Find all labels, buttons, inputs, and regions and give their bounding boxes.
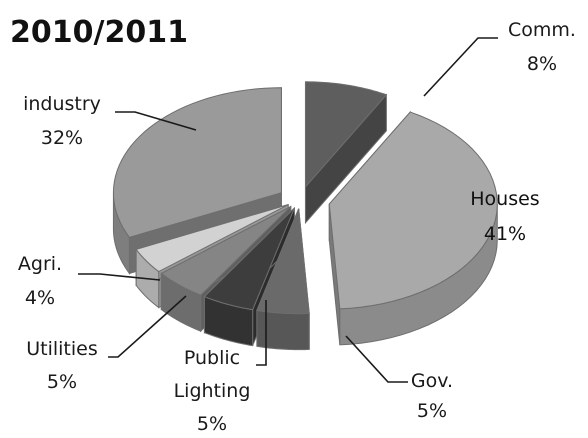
pie-label-6: industry 32% [23, 93, 197, 149]
slice-value-5: 4% [25, 287, 55, 309]
pie-slice-1 [328, 110, 498, 346]
pie-label-2: Gov. 5% [345, 335, 453, 422]
pie-label-0: Comm. 8% [423, 19, 576, 97]
pie-label-5: Agri. 4% [18, 253, 161, 309]
leader-line-6 [115, 111, 197, 131]
slice-name-0: Comm. [508, 19, 576, 41]
slice-value-1: 41% [484, 223, 526, 245]
chart-title: 2010/2011 [10, 15, 188, 50]
pie-labels: Comm.8%Houses41%Gov.5%PublicLighting5%Ut… [18, 19, 576, 435]
pie-slice-top-5 [135, 204, 289, 273]
pie-slice-top-4 [160, 206, 292, 296]
pie-slice-3 [203, 206, 295, 347]
pie-slice-top-2 [256, 208, 310, 315]
slice-name-6: industry [23, 93, 101, 115]
slice-name-3-1: Lighting [174, 380, 251, 402]
pie-slice-2 [256, 208, 310, 351]
slice-name-2: Gov. [411, 370, 453, 392]
pie-slices [112, 81, 498, 351]
slice-value-2: 5% [417, 400, 447, 422]
slice-value-4: 5% [47, 371, 77, 393]
leader-line-4 [108, 295, 187, 358]
slice-name-4: Utilities [26, 338, 98, 360]
pie-slice-top-0 [304, 81, 388, 189]
pie-label-1: Houses 41% [470, 188, 539, 245]
pie-slice-0 [304, 81, 388, 225]
leader-line-5 [78, 273, 161, 281]
pie-slice-rim-2-0 [256, 309, 310, 351]
leader-line-3 [256, 300, 267, 366]
pie-label-3: Public Lighting 5% [174, 300, 267, 435]
slice-name-5: Agri. [18, 253, 62, 275]
slice-value-6: 32% [41, 127, 83, 149]
leader-line-0 [423, 37, 498, 97]
slice-value-3: 5% [197, 413, 227, 435]
pie-slice-top-6 [112, 87, 282, 238]
pie-slice-top-1 [328, 111, 498, 310]
leader-line-2 [345, 335, 408, 383]
pie-slice-top-3 [203, 207, 295, 311]
slice-value-0: 8% [527, 53, 557, 75]
pie-label-4: Utilities 5% [26, 295, 187, 393]
slice-name-3-0: Public [184, 347, 240, 369]
slice-name-1: Houses [470, 188, 539, 210]
